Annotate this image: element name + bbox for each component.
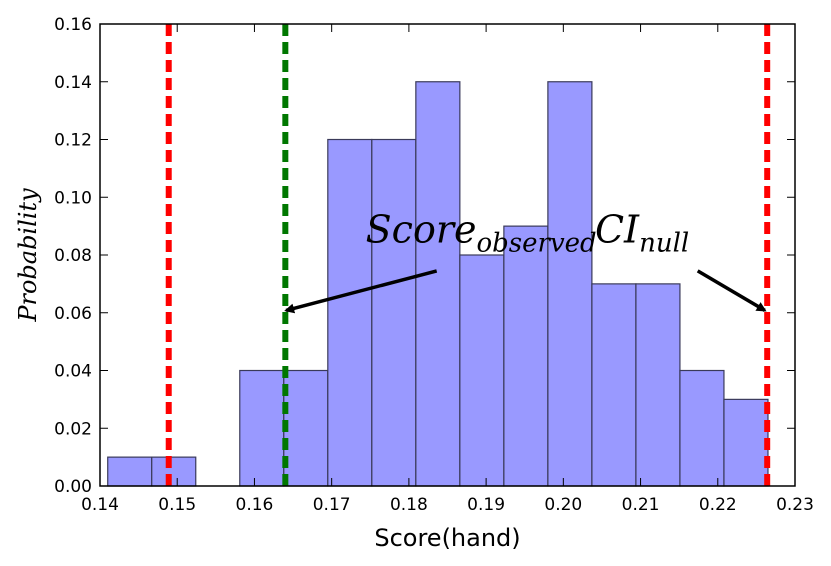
histogram-bar	[327, 138, 373, 487]
histogram-bar	[723, 398, 769, 487]
annotation-label: Scoreobserved	[366, 208, 597, 259]
x-tick-label: 0.23	[776, 495, 814, 515]
x-axis-ticks: 0.14 0.15 0.16 0.17 0.18 0.19 0.20 0.21 0.22 0.23	[81, 24, 814, 515]
histogram-bar	[239, 369, 285, 487]
histogram-bar	[459, 254, 505, 487]
y-tick-label: 0.00	[54, 477, 92, 497]
y-tick-label: 0.08	[54, 246, 92, 266]
y-tick-label: 0.12	[54, 131, 92, 151]
histogram-bar	[635, 283, 681, 487]
histogram-bar	[283, 369, 329, 487]
x-tick-label: 0.17	[313, 495, 351, 515]
annotation-main: CI	[595, 208, 640, 252]
annotation-subscript: null	[639, 229, 689, 259]
x-tick-label: 0.22	[699, 495, 737, 515]
x-tick-label: 0.18	[390, 495, 428, 515]
annotation-label: CInull	[595, 208, 689, 259]
y-axis-label: Probability	[14, 188, 42, 323]
y-tick-label: 0.14	[54, 73, 92, 93]
histogram-bar	[151, 456, 197, 487]
annotation-arrow	[696, 269, 767, 312]
annotation-main: Score	[366, 208, 477, 252]
histogram-bar	[503, 225, 549, 487]
x-tick-label: 0.15	[158, 495, 196, 515]
histogram-bar	[371, 138, 417, 487]
y-tick-label: 0.06	[54, 304, 92, 324]
y-tick-label: 0.16	[54, 15, 92, 35]
x-tick-label: 0.21	[622, 495, 660, 515]
histogram-bar	[107, 456, 153, 487]
annotation-subscript: observed	[477, 229, 597, 259]
x-tick-label: 0.20	[544, 495, 582, 515]
annotation-arrow	[284, 269, 438, 314]
histogram-bar	[415, 81, 461, 487]
reference-lines	[165, 24, 771, 486]
y-tick-label: 0.10	[54, 188, 92, 208]
histogram-bar	[547, 81, 593, 487]
x-tick-label: 0.19	[467, 495, 505, 515]
y-axis-ticks: 0.00 0.02 0.04 0.06 0.08 0.10 0.12 0.14 0.16	[54, 15, 795, 497]
x-axis-label: Score(hand)	[374, 524, 520, 552]
histogram-bar	[591, 283, 637, 487]
y-tick-label: 0.02	[54, 419, 92, 439]
y-tick-label: 0.04	[54, 362, 92, 382]
histogram-bar	[679, 369, 725, 487]
x-tick-label: 0.14	[81, 495, 119, 515]
x-tick-label: 0.16	[236, 495, 274, 515]
histogram-bars	[107, 81, 769, 487]
